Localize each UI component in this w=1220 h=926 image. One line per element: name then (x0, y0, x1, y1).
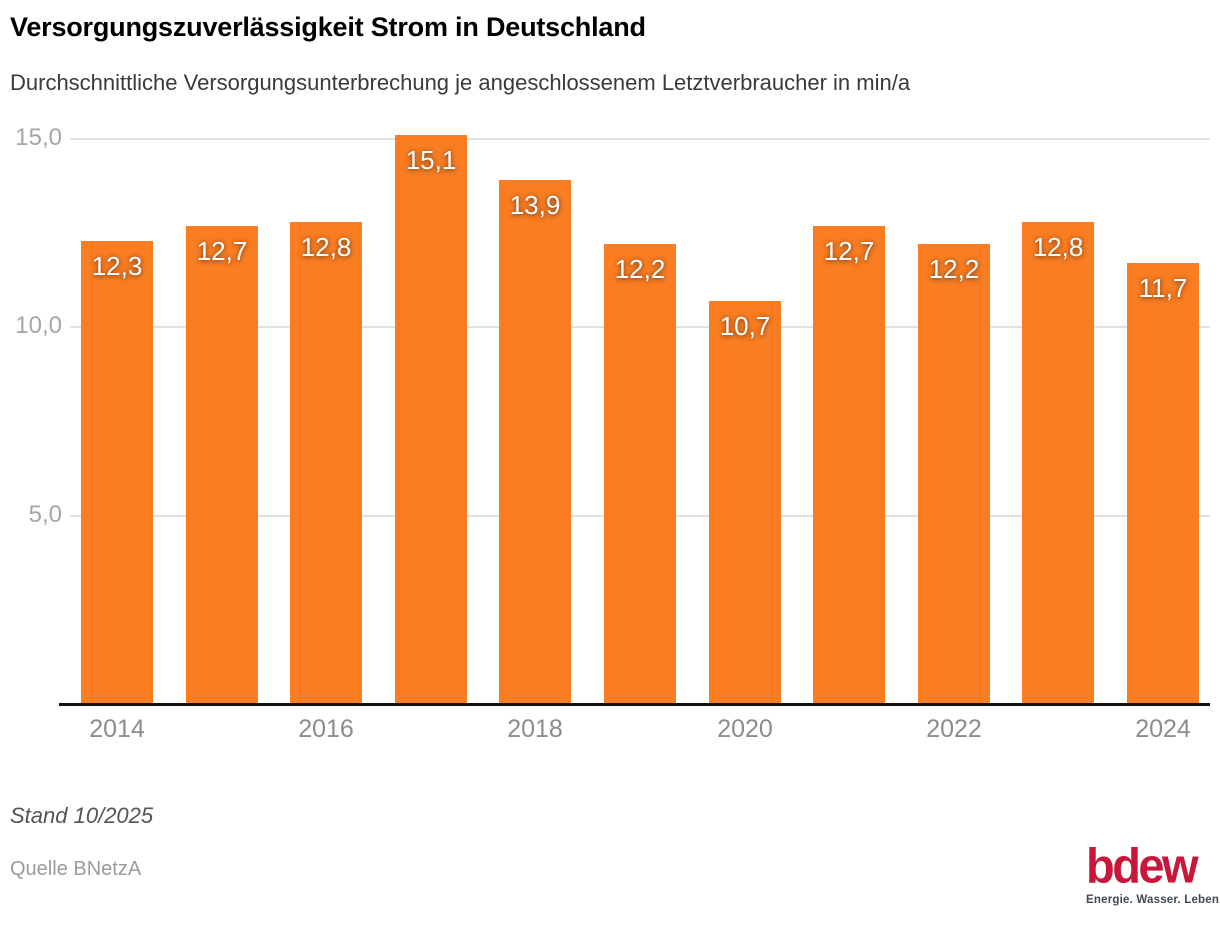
x-tick-label: 2016 (298, 715, 354, 743)
bdew-logo: bdew Energie. Wasser. Leben. (1086, 837, 1220, 906)
bar-2022: 12,2 (918, 244, 990, 703)
y-tick-label: 10,0 (15, 312, 62, 339)
bar-2018: 13,9 (499, 180, 571, 703)
page-subtitle: Durchschnittliche Versorgungsunterbrechu… (10, 70, 911, 95)
bdew-logo-tagline: Energie. Wasser. Leben. (1086, 894, 1220, 906)
bdew-logo-wordmark: bdew (1086, 837, 1199, 894)
bar-value-label: 13,9 (509, 190, 561, 220)
x-axis-line (59, 703, 1210, 706)
bar-value-label: 12,2 (614, 254, 666, 284)
bar-2020: 10,7 (709, 301, 781, 703)
bar-2014: 12,3 (81, 241, 153, 703)
x-tick-label: 2014 (89, 715, 145, 743)
bar-2021: 12,7 (813, 226, 885, 703)
page-title: Versorgungszuverlässigkeit Strom in Deut… (10, 12, 646, 42)
x-tick-label: 2018 (507, 715, 563, 743)
y-tick-label: 15,0 (15, 124, 62, 151)
y-tick-label: 5,0 (28, 501, 62, 528)
x-tick-label: 2020 (717, 715, 773, 743)
bar-value-label: 12,7 (196, 236, 248, 266)
bar-2019: 12,2 (604, 244, 676, 703)
bar-value-label: 10,7 (719, 311, 771, 341)
bar-value-label: 12,8 (1032, 232, 1084, 262)
bar-value-label: 12,7 (823, 236, 875, 266)
source-note: Quelle BNetzA (10, 858, 142, 880)
bar-2015: 12,7 (186, 226, 258, 703)
bar-value-label: 12,3 (91, 251, 143, 281)
x-tick-label: 2022 (926, 715, 982, 743)
bar-value-label: 12,2 (928, 254, 980, 284)
bar-2016: 12,8 (290, 222, 362, 703)
bar-value-label: 11,7 (1138, 273, 1188, 303)
bar-2017: 15,1 (395, 135, 467, 703)
gridline (70, 138, 1210, 140)
bar-2024: 11,7 (1127, 263, 1199, 703)
bar-2023: 12,8 (1022, 222, 1094, 703)
bar-value-label: 12,8 (300, 232, 352, 262)
x-tick-label: 2024 (1135, 715, 1191, 743)
bar-value-label: 15,1 (405, 145, 457, 175)
stand-date-note: Stand 10/2025 (10, 803, 154, 828)
